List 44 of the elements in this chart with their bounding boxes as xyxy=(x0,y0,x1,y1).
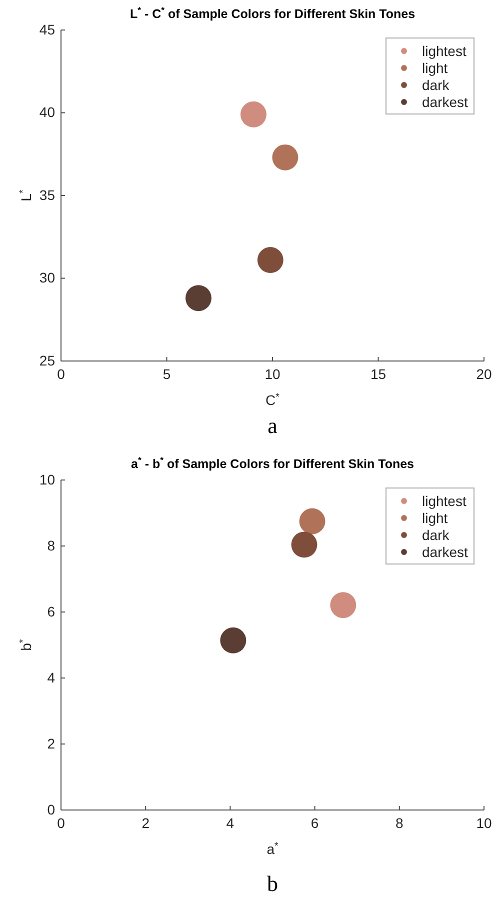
y-tick-label: 45 xyxy=(39,21,56,38)
legend-label: lightest xyxy=(422,43,466,59)
chart-title: L$^{*}$ - C$^{*}$ of Sample Colors for Different Skin Tones xyxy=(130,5,416,21)
legend-label: lightest xyxy=(422,493,466,509)
point xyxy=(240,101,266,128)
y-tick-label: 2 xyxy=(47,735,56,752)
x-tick-label: 20 xyxy=(476,366,492,382)
x-tick-label: 10 xyxy=(264,366,280,382)
point xyxy=(299,508,326,534)
y-tick-label: 10 xyxy=(39,471,56,488)
y-tick-label: 8 xyxy=(47,537,56,554)
x-tick-label: 10 xyxy=(476,814,492,831)
point xyxy=(257,247,284,274)
legend-label: dark xyxy=(422,527,450,543)
y-tick-label: 35 xyxy=(39,186,56,203)
y-tick-label: 25 xyxy=(39,352,56,368)
x-tick-label: 2 xyxy=(142,814,150,831)
y-tick-label: 30 xyxy=(39,270,56,286)
y-tick-label: 6 xyxy=(47,603,56,620)
x-tick-label: 4 xyxy=(226,814,234,831)
point xyxy=(291,532,318,558)
legend-label: light xyxy=(422,60,448,76)
x-tick-label: 6 xyxy=(310,814,319,831)
x-axis-title: C$^{*}$ xyxy=(266,392,280,408)
point xyxy=(185,285,212,312)
legend-label: light xyxy=(422,510,448,526)
legend-label: darkest xyxy=(422,94,468,110)
text: b xyxy=(267,871,278,896)
chart-title: a$^{*}$ - b$^{*}$ of Sample Colors for Different Skin Tones xyxy=(130,455,414,471)
x-tick-label: 15 xyxy=(370,366,386,382)
x-axis-title: a$^{*}$ xyxy=(266,840,278,857)
point xyxy=(272,144,298,170)
x-tick-label: 8 xyxy=(396,814,404,831)
text: a xyxy=(268,413,278,438)
legend-label: dark xyxy=(422,77,450,93)
x-tick-label: 0 xyxy=(57,366,66,382)
y-tick-label: 4 xyxy=(47,669,56,686)
point xyxy=(220,627,246,654)
point xyxy=(330,592,356,618)
x-tick-label: 5 xyxy=(162,366,171,382)
y-tick-label: 0 xyxy=(47,801,56,818)
x-tick-label: 0 xyxy=(57,814,66,831)
y-tick-label: 40 xyxy=(39,104,56,120)
legend-label: darkest xyxy=(422,544,468,560)
